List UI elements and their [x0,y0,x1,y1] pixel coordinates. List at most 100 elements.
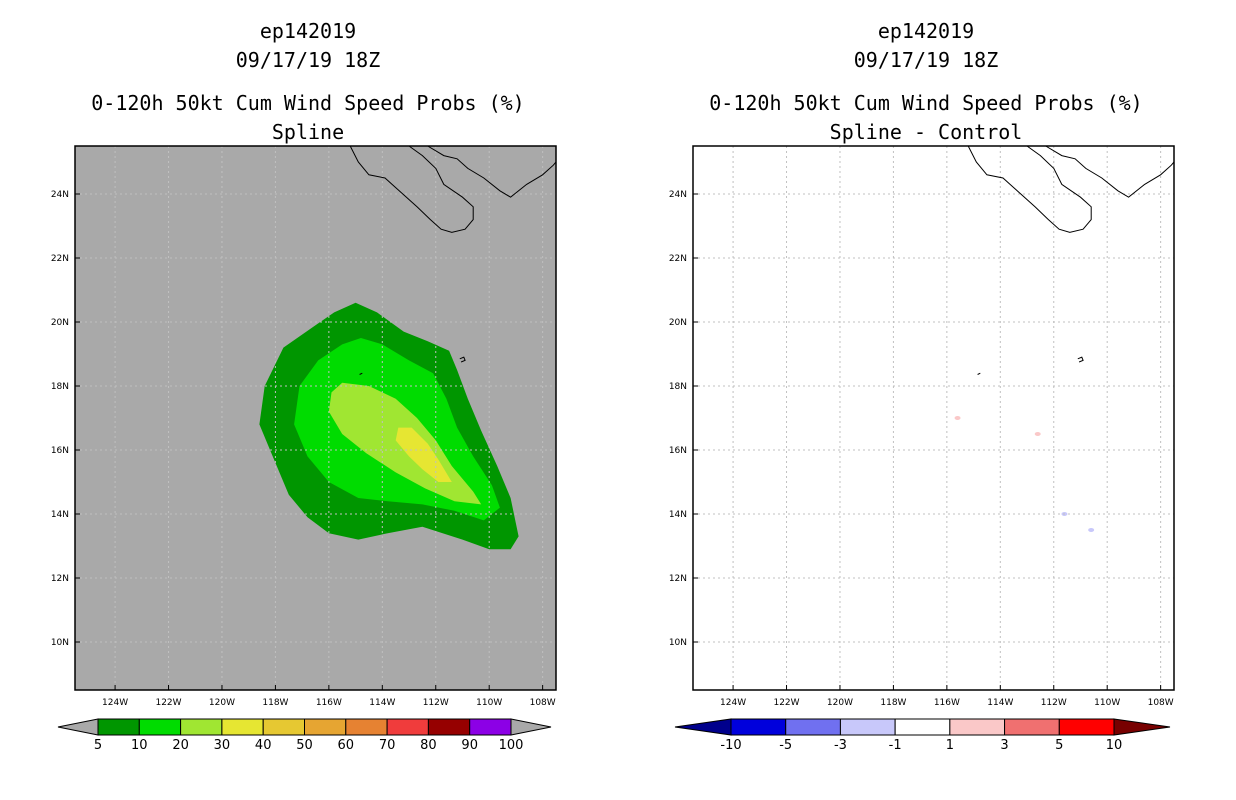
spline-probability-map: 124W 122W 120W 118W 116W 114W 112W 110W 108W 24N 2… [51,145,557,753]
colorbar-label-5: 5 [1055,738,1063,753]
difference-mark-4 [1088,528,1095,532]
colorbar-segment-3 [180,718,223,736]
grid-lines [75,146,556,690]
mainland-coast-coastline [1045,145,1175,198]
colorbar-label-1: 1 [946,738,954,753]
x-tick-label-124W: 124W [720,698,746,708]
colorbar-segment-6 [1004,718,1060,736]
plot-frame [692,145,1175,691]
x-tick-label-108W: 108W [1148,698,1174,708]
colorbar-segment-4 [894,718,951,736]
colorbar-under-triangle [674,718,732,736]
right-case-id: ep142019 [877,19,975,43]
colorbar-label-40: 40 [255,738,272,753]
y-tick-label-16N: 16N [669,446,687,456]
y-tick-label-20N: 20N [669,318,687,328]
colorbar-label--10: -10 [720,738,741,753]
y-tick-label-20N: 20N [51,318,69,328]
colorbar-over-triangle [1113,718,1171,736]
left-datetime: 09/17/19 18Z [235,48,381,72]
x-tick-label-112W: 112W [423,698,449,708]
left-product-title: 0-120h 50kt Cum Wind Speed Probs (%) [91,91,525,115]
y-tick-label-18N: 18N [51,382,69,392]
x-tick-label-114W: 114W [987,698,1013,708]
colorbar-segment-5 [262,718,306,736]
difference-mark-1 [954,416,961,420]
colorbar-segment-8 [386,718,429,736]
y-tick-label-18N: 18N [669,382,687,392]
colorbar-label-80: 80 [420,738,437,753]
contour-fill-30pct [395,427,452,482]
san-benedicto-island-coastline [359,372,363,375]
colorbar-label-100: 100 [499,738,524,753]
plot-frame [74,145,557,691]
x-tick-label-116W: 116W [316,698,342,708]
colorbar-label-10: 10 [131,738,148,753]
y-tick-label-10N: 10N [51,638,69,648]
y-tick-label-12N: 12N [51,574,69,584]
colorbar-segment-4 [221,718,264,736]
y-tick-label-22N: 22N [669,254,687,264]
right-product-title: 0-120h 50kt Cum Wind Speed Probs (%) [709,91,1143,115]
socorro-island-coastline [1077,356,1084,363]
colorbar-under-triangle [57,718,99,736]
right-method-title: Spline - Control [829,120,1023,144]
x-tick-label-122W: 122W [773,698,799,708]
colorbar: -10 -5 -3 -1 1 3 5 10 [674,718,1171,753]
x-tick-label-120W: 120W [209,698,235,708]
y-tick-label-10N: 10N [669,638,687,648]
colorbar-label-90: 90 [461,738,478,753]
baja-california-peninsula-coastline [967,145,1092,233]
colorbar-segment-3 [839,718,896,736]
colorbar-segment-7 [345,718,388,736]
colorbar-segment-2 [785,718,841,736]
baja-california-peninsula-coastline [349,145,474,233]
colorbar-segment-1 [97,718,140,736]
x-tick-label-116W: 116W [934,698,960,708]
y-tick-label-14N: 14N [669,510,687,520]
colorbar-label-3: 3 [1000,738,1008,753]
left-method-title: Spline [271,120,345,144]
y-tick-label-22N: 22N [51,254,69,264]
socorro-island-coastline [459,356,466,363]
colorbar-segment-7 [1058,718,1115,736]
y-tick-label-24N: 24N [51,190,69,200]
colorbar-label--1: -1 [889,738,902,753]
x-tick-label-110W: 110W [476,698,502,708]
difference-mark-2 [1034,432,1041,436]
colorbar-label-20: 20 [172,738,189,753]
colorbar-segment-1 [730,718,787,736]
colorbar-label--3: -3 [834,738,847,753]
left-case-id: ep142019 [259,19,357,43]
colorbar-label-60: 60 [338,738,355,753]
right-datetime: 09/17/19 18Z [853,48,999,72]
colorbar-segment-2 [138,718,182,736]
colorbar-label--5: -5 [779,738,792,753]
x-tick-label-118W: 118W [880,698,906,708]
colorbar: 5 10 20 30 40 50 60 70 80 90 100 [57,718,552,753]
y-tick-label-24N: 24N [669,190,687,200]
y-tick-label-14N: 14N [51,510,69,520]
x-tick-label-112W: 112W [1041,698,1067,708]
y-tick-label-16N: 16N [51,446,69,456]
colorbar-label-70: 70 [379,738,396,753]
colorbar-segment-9 [427,718,471,736]
colorbar-label-30: 30 [214,738,231,753]
colorbar-label-10: 10 [1106,738,1123,753]
mainland-coast-coastline [427,145,557,198]
colorbar-segment-6 [304,718,347,736]
x-tick-label-114W: 114W [369,698,395,708]
spline-minus-control-map: 124W 122W 120W 118W 116W 114W 112W 110W 108W 24N 2… [669,145,1175,753]
x-tick-label-124W: 124W [102,698,128,708]
x-tick-label-118W: 118W [262,698,288,708]
san-benedicto-island-coastline [977,372,981,375]
colorbar-over-triangle [510,718,552,736]
x-tick-label-108W: 108W [530,698,556,708]
colorbar-label-5: 5 [94,738,102,753]
x-tick-label-110W: 110W [1094,698,1120,708]
x-tick-label-122W: 122W [155,698,181,708]
grid-lines [693,146,1174,690]
colorbar-segment-10 [469,718,512,736]
plot-background [693,146,1174,690]
colorbar-segment-5 [949,718,1006,736]
